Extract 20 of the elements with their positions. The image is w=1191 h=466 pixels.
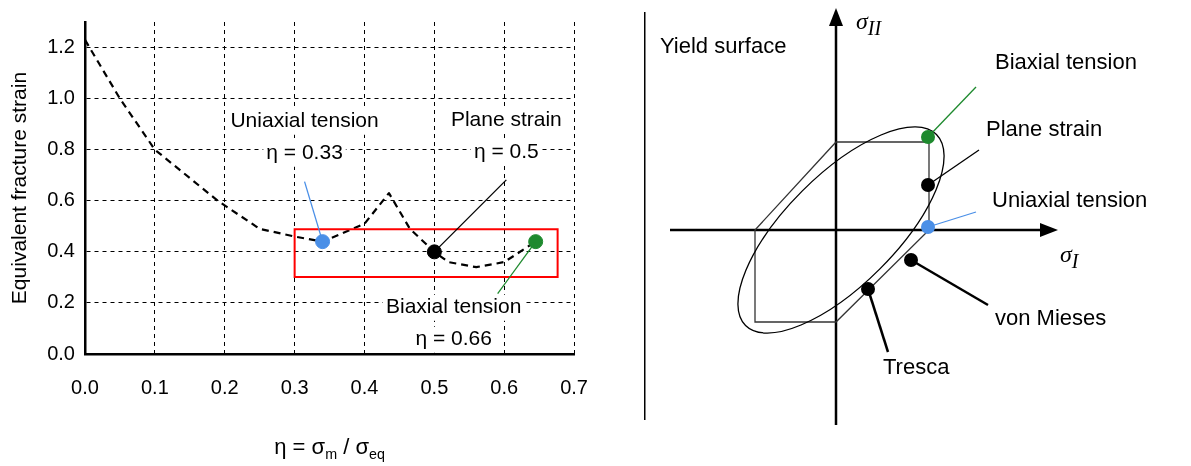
y-tick-label: 0.6 [47, 188, 75, 211]
x-tick-label: 0.2 [210, 375, 239, 398]
y-tick-label: 1.2 [47, 35, 75, 58]
y-tick-label: 0.0 [47, 341, 75, 364]
y-tick-label: 0.2 [47, 290, 75, 313]
x-tick-label: 0.7 [560, 375, 588, 398]
annotation: Biaxial tension η = 0.66 [385, 294, 522, 350]
annotation: Uniaxial tension η = 0.33 [230, 108, 379, 164]
annotation: Plane strain η = 0.5 [450, 106, 562, 162]
x-tick-label: 0.5 [420, 375, 449, 398]
x-tick-label: 0.1 [140, 375, 169, 398]
y-tick-label: 0.4 [47, 239, 75, 262]
x-tick-label: 0.4 [350, 375, 379, 398]
x-tick-label: 0.6 [490, 375, 519, 398]
x-tick-label: 0.0 [71, 375, 99, 398]
text: σ$_{I}$ [1060, 240, 1079, 275]
y-axis-title: Equivalent fracture strain [7, 71, 31, 305]
y-tick-label: 1.0 [47, 86, 75, 109]
x-tick-label: 0.3 [280, 375, 309, 398]
y-tick-label: 0.8 [47, 137, 75, 160]
